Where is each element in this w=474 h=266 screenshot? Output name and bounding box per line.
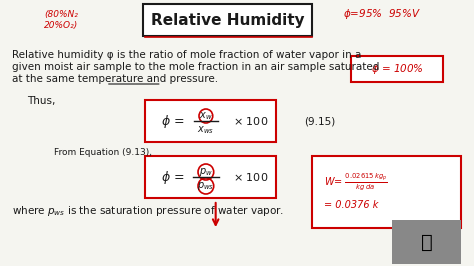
Text: = 0.0376 k: = 0.0376 k (324, 200, 378, 210)
Text: given moist air sample to the mole fraction in an air sample saturated: given moist air sample to the mole fract… (12, 62, 379, 72)
Text: $\times$ 100: $\times$ 100 (233, 115, 269, 127)
Text: $\phi$ =: $\phi$ = (161, 168, 184, 185)
FancyBboxPatch shape (145, 156, 276, 198)
Text: $\phi$ =: $\phi$ = (161, 113, 184, 130)
FancyBboxPatch shape (351, 56, 443, 82)
Text: $\times$ 100: $\times$ 100 (233, 171, 269, 183)
Text: $\phi$ = 100%: $\phi$ = 100% (371, 62, 423, 76)
Text: Relative Humidity: Relative Humidity (151, 13, 304, 27)
Text: From Equation (9.13),: From Equation (9.13), (54, 148, 152, 157)
FancyBboxPatch shape (143, 4, 312, 36)
Text: Relative humidity φ is the ratio of mole fraction of water vapor in a: Relative humidity φ is the ratio of mole… (12, 50, 361, 60)
Text: $p_{ws}$: $p_{ws}$ (197, 180, 214, 192)
Text: at the same temperature and pressure.: at the same temperature and pressure. (12, 74, 218, 84)
FancyBboxPatch shape (312, 156, 461, 228)
Text: 👤: 👤 (420, 232, 432, 251)
Text: W= $\frac{0.02615\, kg_p}{kg\, da}$: W= $\frac{0.02615\, kg_p}{kg\, da}$ (324, 172, 387, 193)
Text: Thus,: Thus, (27, 96, 56, 106)
Text: (9.15): (9.15) (304, 116, 335, 126)
Text: $x_{ws}$: $x_{ws}$ (197, 124, 214, 136)
FancyBboxPatch shape (145, 100, 276, 142)
Text: (80%N₂
20%O₂): (80%N₂ 20%O₂) (44, 10, 78, 30)
Text: $\phi$=95%  95%V: $\phi$=95% 95%V (343, 7, 421, 21)
Text: where $p_{ws}$ is the saturation pressure of water vapor.: where $p_{ws}$ is the saturation pressur… (12, 204, 284, 218)
Text: $x_w$: $x_w$ (199, 110, 213, 122)
FancyBboxPatch shape (392, 220, 461, 264)
Text: $p_w$: $p_w$ (199, 166, 213, 178)
